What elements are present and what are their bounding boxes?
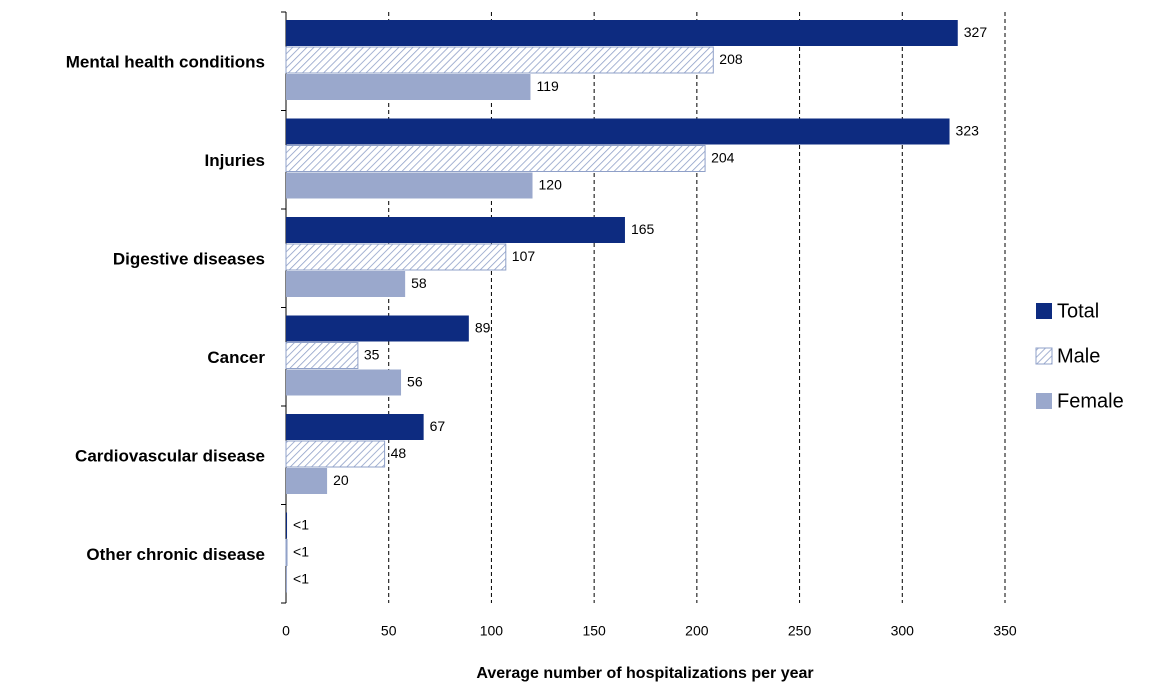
data-label: 120 — [539, 177, 563, 193]
x-tick-label: 100 — [480, 623, 504, 639]
bar — [286, 118, 950, 145]
legend-label: Male — [1057, 345, 1100, 367]
category-label: Digestive diseases — [113, 250, 265, 269]
data-label: 165 — [631, 221, 655, 237]
legend-swatch — [1036, 303, 1052, 319]
legend-label: Total — [1057, 300, 1099, 322]
x-tick-label: 250 — [788, 623, 812, 639]
bar — [285, 243, 507, 271]
category-label: Injuries — [205, 151, 265, 170]
category-label: Other chronic disease — [86, 545, 265, 564]
bar — [286, 20, 958, 46]
bar — [285, 342, 359, 369]
category-label: Cancer — [207, 348, 265, 367]
data-label: <1 — [293, 571, 309, 587]
data-label: 58 — [411, 275, 427, 291]
bar — [286, 74, 531, 100]
x-axis-title: Average number of hospitalizations per y… — [476, 665, 813, 682]
data-label: 208 — [719, 51, 743, 67]
bar — [286, 271, 406, 297]
data-label: 327 — [964, 24, 988, 40]
x-tick-label: 300 — [891, 623, 915, 639]
data-label: 67 — [430, 418, 446, 434]
data-label: 35 — [364, 347, 380, 363]
data-label: 323 — [956, 123, 980, 139]
bar — [286, 566, 288, 593]
data-label: 48 — [391, 445, 407, 461]
x-tick-label: 200 — [685, 623, 709, 639]
bar — [286, 172, 533, 199]
x-tick-label: 350 — [993, 623, 1017, 639]
bar — [286, 414, 424, 440]
data-label: 204 — [711, 150, 735, 166]
data-label: 89 — [475, 320, 491, 336]
x-tick-label: 50 — [381, 623, 397, 639]
legend-swatch — [1035, 347, 1053, 365]
bar — [286, 217, 625, 243]
bar — [285, 46, 714, 74]
bar — [286, 468, 328, 494]
x-tick-label: 0 — [282, 623, 290, 639]
category-label: Mental health conditions — [66, 53, 265, 72]
data-label: 119 — [536, 78, 559, 94]
category-label: Cardiovascular disease — [75, 447, 265, 466]
legend-swatch — [1036, 393, 1052, 409]
data-label: <1 — [293, 517, 309, 533]
bar — [286, 369, 402, 396]
bar — [285, 539, 288, 566]
x-tick-label: 150 — [582, 623, 606, 639]
data-label: 20 — [333, 472, 349, 488]
legend-label: Female — [1057, 390, 1124, 412]
data-label: <1 — [293, 544, 309, 560]
bar — [285, 145, 706, 172]
bar — [286, 512, 288, 539]
data-label: 107 — [512, 248, 536, 264]
bar — [286, 315, 469, 342]
bar — [285, 440, 386, 468]
data-label: 56 — [407, 374, 423, 390]
